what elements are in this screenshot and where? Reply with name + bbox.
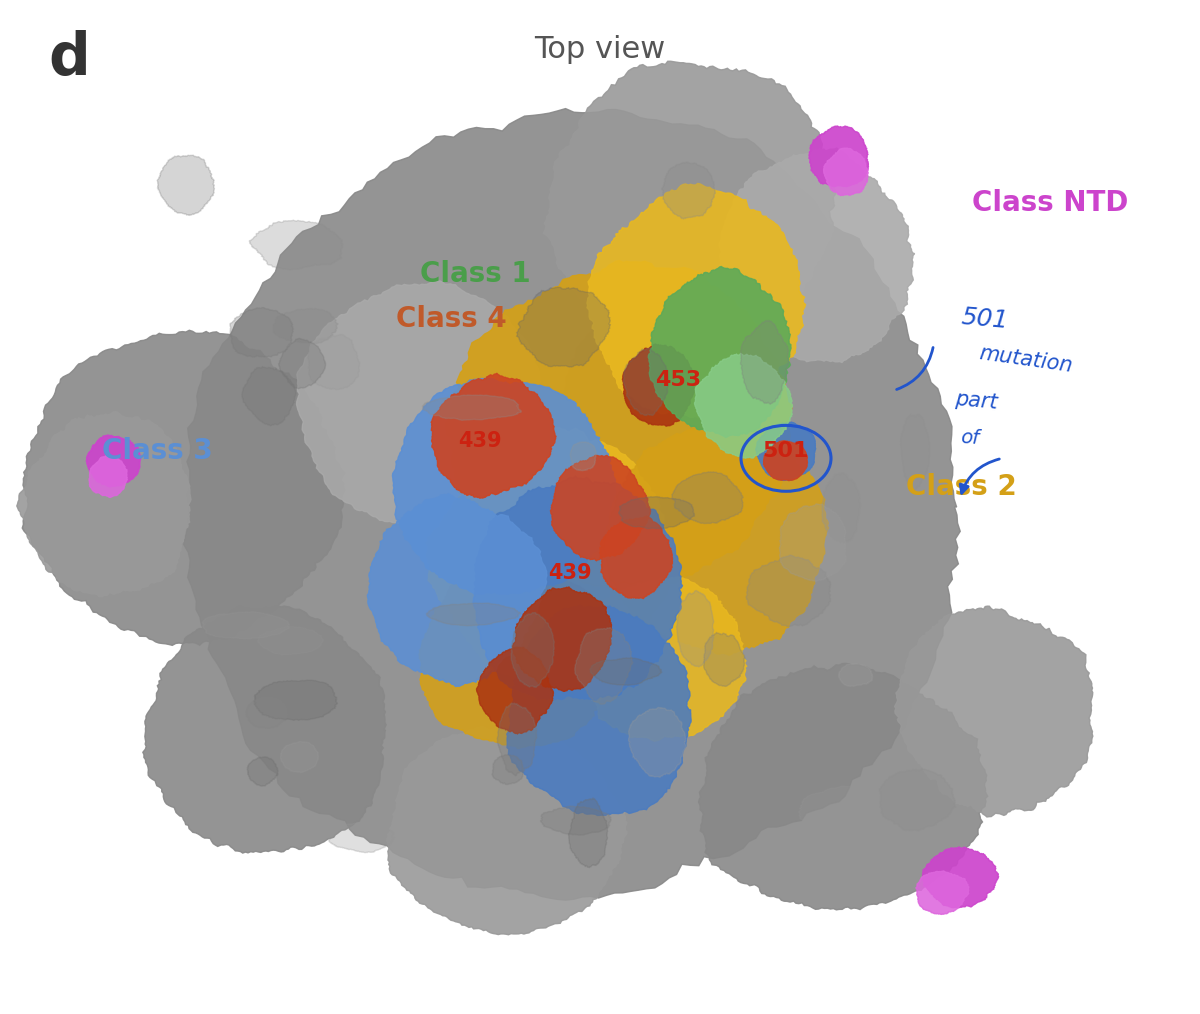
Polygon shape xyxy=(901,415,930,491)
Polygon shape xyxy=(602,424,828,655)
Polygon shape xyxy=(367,494,547,686)
Polygon shape xyxy=(576,577,746,741)
Text: 501: 501 xyxy=(960,305,1009,334)
Polygon shape xyxy=(839,663,872,686)
Polygon shape xyxy=(230,307,293,357)
Polygon shape xyxy=(629,708,686,777)
Polygon shape xyxy=(329,823,395,853)
Polygon shape xyxy=(809,126,869,187)
Polygon shape xyxy=(648,267,791,438)
Polygon shape xyxy=(512,587,612,692)
Text: 439: 439 xyxy=(458,431,502,451)
Polygon shape xyxy=(308,335,360,389)
Text: d: d xyxy=(48,30,90,87)
Polygon shape xyxy=(756,422,816,481)
Polygon shape xyxy=(600,516,672,598)
Polygon shape xyxy=(386,726,626,935)
Polygon shape xyxy=(763,441,808,481)
Text: 501: 501 xyxy=(763,441,809,461)
Polygon shape xyxy=(916,871,968,915)
Polygon shape xyxy=(257,627,324,655)
Polygon shape xyxy=(695,354,792,458)
Polygon shape xyxy=(247,756,278,786)
Polygon shape xyxy=(157,155,215,215)
Polygon shape xyxy=(618,497,695,528)
Polygon shape xyxy=(540,806,611,836)
Polygon shape xyxy=(511,612,554,687)
Polygon shape xyxy=(296,281,545,528)
Polygon shape xyxy=(544,61,835,346)
Polygon shape xyxy=(473,476,683,700)
Polygon shape xyxy=(822,473,860,542)
Polygon shape xyxy=(445,261,792,586)
Polygon shape xyxy=(895,606,1093,817)
Polygon shape xyxy=(551,455,650,561)
Text: Class 1: Class 1 xyxy=(420,260,530,288)
Polygon shape xyxy=(254,680,337,720)
Polygon shape xyxy=(143,606,386,853)
Polygon shape xyxy=(23,331,346,645)
Text: Class 3: Class 3 xyxy=(102,437,212,465)
Polygon shape xyxy=(623,344,695,426)
Polygon shape xyxy=(272,308,338,344)
Polygon shape xyxy=(923,847,998,908)
Text: 453: 453 xyxy=(655,370,701,390)
Polygon shape xyxy=(506,605,691,815)
Polygon shape xyxy=(677,590,714,667)
Polygon shape xyxy=(746,556,830,627)
Polygon shape xyxy=(426,603,521,626)
Polygon shape xyxy=(719,148,914,362)
Polygon shape xyxy=(740,320,788,405)
Polygon shape xyxy=(569,798,607,868)
Polygon shape xyxy=(570,442,596,470)
Polygon shape xyxy=(184,108,960,900)
Text: mutation: mutation xyxy=(978,344,1074,376)
Text: Class NTD: Class NTD xyxy=(972,189,1128,217)
Polygon shape xyxy=(799,786,889,832)
Polygon shape xyxy=(492,754,523,785)
Polygon shape xyxy=(623,348,668,416)
Polygon shape xyxy=(497,704,536,776)
Polygon shape xyxy=(880,769,955,831)
Polygon shape xyxy=(392,378,616,594)
Text: Class 4: Class 4 xyxy=(396,305,506,334)
Polygon shape xyxy=(419,566,616,748)
Polygon shape xyxy=(587,184,805,418)
Polygon shape xyxy=(672,472,743,523)
Polygon shape xyxy=(86,435,140,487)
Polygon shape xyxy=(662,162,715,219)
Polygon shape xyxy=(431,373,556,498)
Polygon shape xyxy=(422,395,521,421)
Polygon shape xyxy=(779,504,846,582)
Text: of: of xyxy=(960,428,979,448)
Polygon shape xyxy=(246,698,288,728)
Polygon shape xyxy=(590,658,661,685)
Polygon shape xyxy=(281,741,318,773)
Text: Class 2: Class 2 xyxy=(906,473,1016,501)
Polygon shape xyxy=(575,628,632,705)
Polygon shape xyxy=(250,220,343,270)
Polygon shape xyxy=(17,412,191,597)
Text: Top view: Top view xyxy=(534,35,666,65)
Polygon shape xyxy=(278,339,325,388)
Polygon shape xyxy=(564,303,755,506)
Text: part: part xyxy=(954,388,998,413)
Text: 439: 439 xyxy=(548,563,592,583)
Polygon shape xyxy=(703,633,745,686)
Polygon shape xyxy=(823,148,868,196)
Polygon shape xyxy=(426,428,676,681)
Polygon shape xyxy=(202,611,289,639)
Polygon shape xyxy=(517,287,611,367)
Polygon shape xyxy=(698,663,988,910)
Polygon shape xyxy=(476,647,553,734)
Polygon shape xyxy=(242,367,296,426)
Polygon shape xyxy=(89,455,127,498)
